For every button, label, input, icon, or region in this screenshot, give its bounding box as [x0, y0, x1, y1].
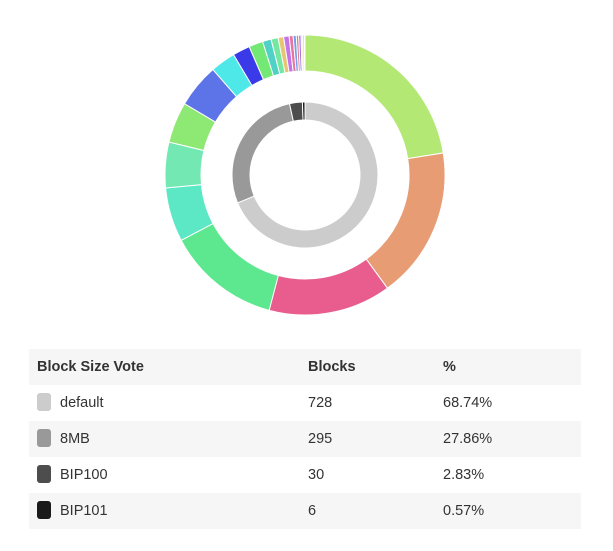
- donut-chart: [164, 34, 446, 316]
- inner-ring-slice-3[interactable]: [301, 101, 306, 121]
- table-row: BIP100 30 2.83%: [29, 457, 581, 493]
- blocks-cell: 6: [300, 493, 435, 529]
- outer-ring-slice-0[interactable]: [304, 34, 444, 160]
- vote-label: BIP100: [60, 467, 108, 483]
- percent-cell: 68.74%: [435, 385, 581, 421]
- table-header-row: Block Size Vote Blocks %: [29, 349, 581, 385]
- outer-ring-slice-3[interactable]: [180, 222, 279, 311]
- table-row: default 728 68.74%: [29, 385, 581, 421]
- vote-cell: default: [29, 385, 300, 421]
- color-swatch: [37, 501, 51, 519]
- vote-label: default: [60, 395, 104, 411]
- color-swatch: [37, 465, 51, 483]
- header-block-size-vote: Block Size Vote: [29, 349, 300, 385]
- blocks-cell: 728: [300, 385, 435, 421]
- color-swatch: [37, 429, 51, 447]
- vote-table: Block Size Vote Blocks % default 728 68.…: [29, 349, 581, 529]
- vote-cell: BIP100: [29, 457, 300, 493]
- blocks-cell: 30: [300, 457, 435, 493]
- vote-label: BIP101: [60, 503, 108, 519]
- vote-cell: BIP101: [29, 493, 300, 529]
- table-row: BIP101 6 0.57%: [29, 493, 581, 529]
- inner-ring-slice-0[interactable]: [236, 101, 379, 249]
- header-percent: %: [435, 349, 581, 385]
- percent-cell: 2.83%: [435, 457, 581, 493]
- blocks-cell: 295: [300, 421, 435, 457]
- vote-cell: 8MB: [29, 421, 300, 457]
- percent-cell: 27.86%: [435, 421, 581, 457]
- donut-chart-svg: [164, 34, 446, 316]
- color-swatch: [37, 393, 51, 411]
- header-blocks: Blocks: [300, 349, 435, 385]
- percent-cell: 0.57%: [435, 493, 581, 529]
- table-row: 8MB 295 27.86%: [29, 421, 581, 457]
- inner-ring-slice-1[interactable]: [231, 103, 294, 204]
- vote-label: 8MB: [60, 431, 90, 447]
- outer-ring-slice-2[interactable]: [268, 258, 389, 316]
- outer-ring-slice-21[interactable]: [303, 34, 306, 72]
